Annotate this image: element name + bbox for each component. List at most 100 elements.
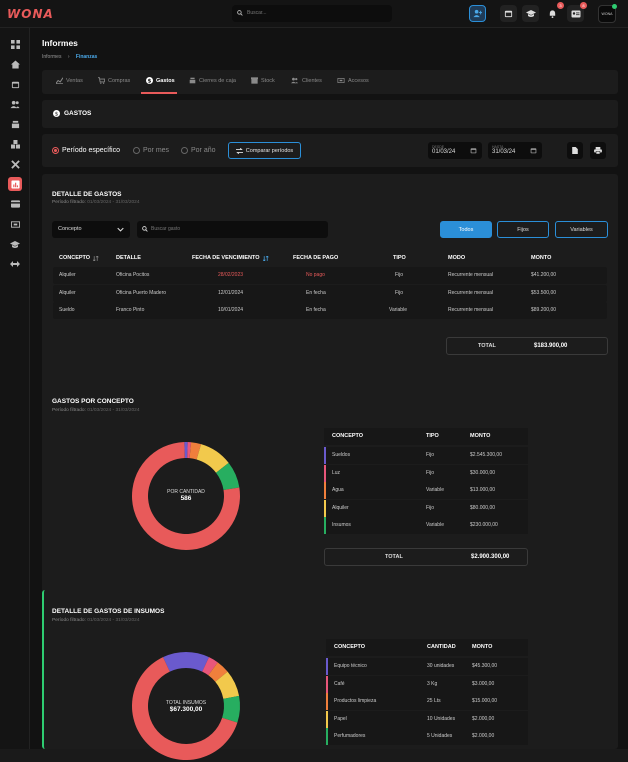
tab-stock-label: Stock (261, 77, 275, 84)
list-item[interactable]: Luz Fijo $30.000,00 (324, 464, 528, 482)
compare-periods-button[interactable]: Comparar períodos (228, 142, 301, 159)
table-row[interactable]: Alquiler Oficina Pocitos 28/02/2023 No p… (53, 267, 607, 284)
donut-slice-otros[interactable] (132, 657, 238, 760)
table-row[interactable]: Alquiler Oficina Puerto Madero 12/01/202… (53, 285, 607, 302)
radio-dot (181, 147, 188, 154)
list-item[interactable]: Insumos Variable $230.000,00 (324, 517, 528, 535)
donut-slice-otros[interactable] (132, 442, 240, 550)
file-icon (572, 147, 578, 154)
cell-monto: $53.500,00 (531, 290, 557, 296)
sidebar-item-access[interactable] (8, 217, 22, 231)
contacts-button[interactable]: 8 (567, 2, 587, 22)
sidebar-item-tools[interactable] (8, 157, 22, 171)
tab-clientes[interactable]: Clientes (290, 77, 322, 84)
date-to-field[interactable]: HASTA 31/03/24 (488, 142, 542, 159)
search-input[interactable]: Buscar... (232, 5, 392, 22)
concept-col-concepto: CONCEPTO (332, 433, 364, 439)
graduation-cap-icon (525, 10, 536, 17)
sidebar-item-reports[interactable] (8, 177, 22, 191)
detail-period: Período filtrado: 01/03/2024 - 31/03/202… (52, 200, 140, 205)
col-concepto-label: CONCEPTO (59, 255, 91, 261)
list-item[interactable]: Papel 10 Unidades $2.000,00 (326, 710, 528, 728)
tab-ventas[interactable]: Ventas (56, 77, 83, 84)
radio-por-mes[interactable]: Por mes (133, 147, 169, 154)
list-item[interactable]: Café 3 Kg $3.000,00 (326, 675, 528, 693)
search-icon (142, 226, 148, 232)
tab-cierres-de-caja[interactable]: Cierres de caja (189, 77, 236, 84)
list-item[interactable]: Alquiler Fijo $80.000,00 (324, 499, 528, 517)
tab-accesos[interactable]: Accesos (337, 77, 369, 84)
sidebar-item-training[interactable] (8, 237, 22, 251)
insumos-donut-center: TOTAL INSUMOS $67.300,00 (153, 700, 219, 713)
tab-clientes-label: Clientes (302, 77, 322, 84)
list-item[interactable]: Perfumadores 5 Unidades $2.000,00 (326, 728, 528, 746)
app-logo[interactable]: WONA (7, 7, 54, 21)
export-pdf-button[interactable] (567, 142, 583, 159)
sidebar-item-users[interactable] (8, 97, 22, 111)
graduation-button[interactable] (522, 5, 539, 22)
concept-total-value: $2.900.300,00 (471, 554, 510, 560)
sidebar-item-calendar[interactable] (8, 77, 22, 91)
report-tabs: Ventas Compras $ Gastos Cierres de caja … (42, 70, 618, 94)
tab-gastos[interactable]: $ Gastos (146, 77, 175, 84)
list-item[interactable]: Productos limpieza 25 Lts $15.000,00 (326, 693, 528, 711)
concept-col-monto: MONTO (470, 433, 491, 439)
concept-select[interactable]: Concepto (52, 221, 130, 238)
register-icon (189, 77, 196, 84)
donut-slice-productos-limpieza[interactable] (208, 662, 228, 682)
sidebar-item-register[interactable] (8, 117, 22, 131)
cell-monto: $80.000,00 (470, 504, 496, 511)
date-from-field[interactable]: DESDE 01/03/24 (428, 142, 482, 159)
donut-slice-equipo-técnico[interactable] (163, 652, 209, 672)
col-modo: MODO (448, 255, 465, 261)
tab-stock[interactable]: Stock (251, 77, 275, 84)
cell-monto: $13.000,00 (470, 487, 496, 494)
donut-slice-alquiler[interactable] (196, 444, 229, 473)
chart-line-icon (56, 77, 63, 84)
cell-concepto: Alquiler (59, 272, 76, 278)
col-concepto[interactable]: CONCEPTO (59, 255, 99, 261)
sidebar-item-stock[interactable] (8, 137, 22, 151)
filter-fijos-button[interactable]: Fijos (497, 221, 549, 238)
print-button[interactable] (590, 142, 606, 159)
cell-modo: Recurrente mensual (448, 307, 494, 313)
sidebar-item-home[interactable] (8, 57, 22, 71)
list-item[interactable]: Agua Variable $13.000,00 (324, 482, 528, 500)
radio-periodo-especifico[interactable]: Período específico (52, 147, 120, 154)
users-icon (10, 100, 20, 108)
donut-slice-insumos[interactable] (216, 462, 240, 491)
add-user-button[interactable] (469, 5, 486, 22)
concept-select-value: Concepto (58, 226, 82, 232)
table-row[interactable]: Sueldo Franco Pinto 10/01/2024 En fecha … (53, 302, 607, 319)
calendar-button[interactable] (500, 5, 517, 22)
donut-slice-café[interactable] (202, 657, 218, 676)
radio-por-ano[interactable]: Por año (181, 147, 216, 154)
sidebar-item-integrations[interactable] (8, 257, 22, 271)
tab-compras[interactable]: Compras (98, 77, 130, 84)
donut-slice-papel[interactable] (215, 671, 240, 699)
donut-slice-agua[interactable] (189, 442, 202, 460)
cell-monto: $2.000,00 (472, 733, 495, 740)
add-user-icon (473, 9, 482, 18)
insumos-col-cantidad: CANTIDAD (427, 644, 456, 650)
cell-concepto: Sueldos (332, 452, 351, 458)
col-fecha-vencimiento[interactable]: FECHA DE VENCIMIENTO (192, 255, 269, 261)
notifications-button[interactable]: 3 (544, 2, 564, 22)
cart-icon (98, 77, 105, 84)
breadcrumb-root[interactable]: Informes (42, 54, 62, 60)
cell-pago: En fecha (306, 290, 326, 296)
cell-detalle: Franco Pinto (116, 307, 145, 313)
list-item[interactable]: Equipo técnico 30 unidades $45.300,00 (326, 658, 528, 675)
sidebar-item-payments[interactable] (8, 197, 22, 211)
donut-slice-perfumadores[interactable] (222, 695, 240, 723)
expense-search-input[interactable]: Buscar gasto (137, 221, 328, 238)
filter-variables-button[interactable]: Variables (555, 221, 608, 238)
color-marker (326, 675, 328, 693)
donut-slice-luz[interactable] (187, 442, 192, 459)
list-item[interactable]: Sueldos Fijo $2.545.300,00 (324, 447, 528, 464)
sidebar-item-dashboard[interactable] (8, 37, 22, 51)
filter-todos-button[interactable]: Todos (440, 221, 492, 238)
cell-concepto: Agua (332, 487, 344, 494)
avatar[interactable]: WONA (598, 4, 617, 23)
donut-slice-sueldos[interactable] (184, 442, 188, 459)
